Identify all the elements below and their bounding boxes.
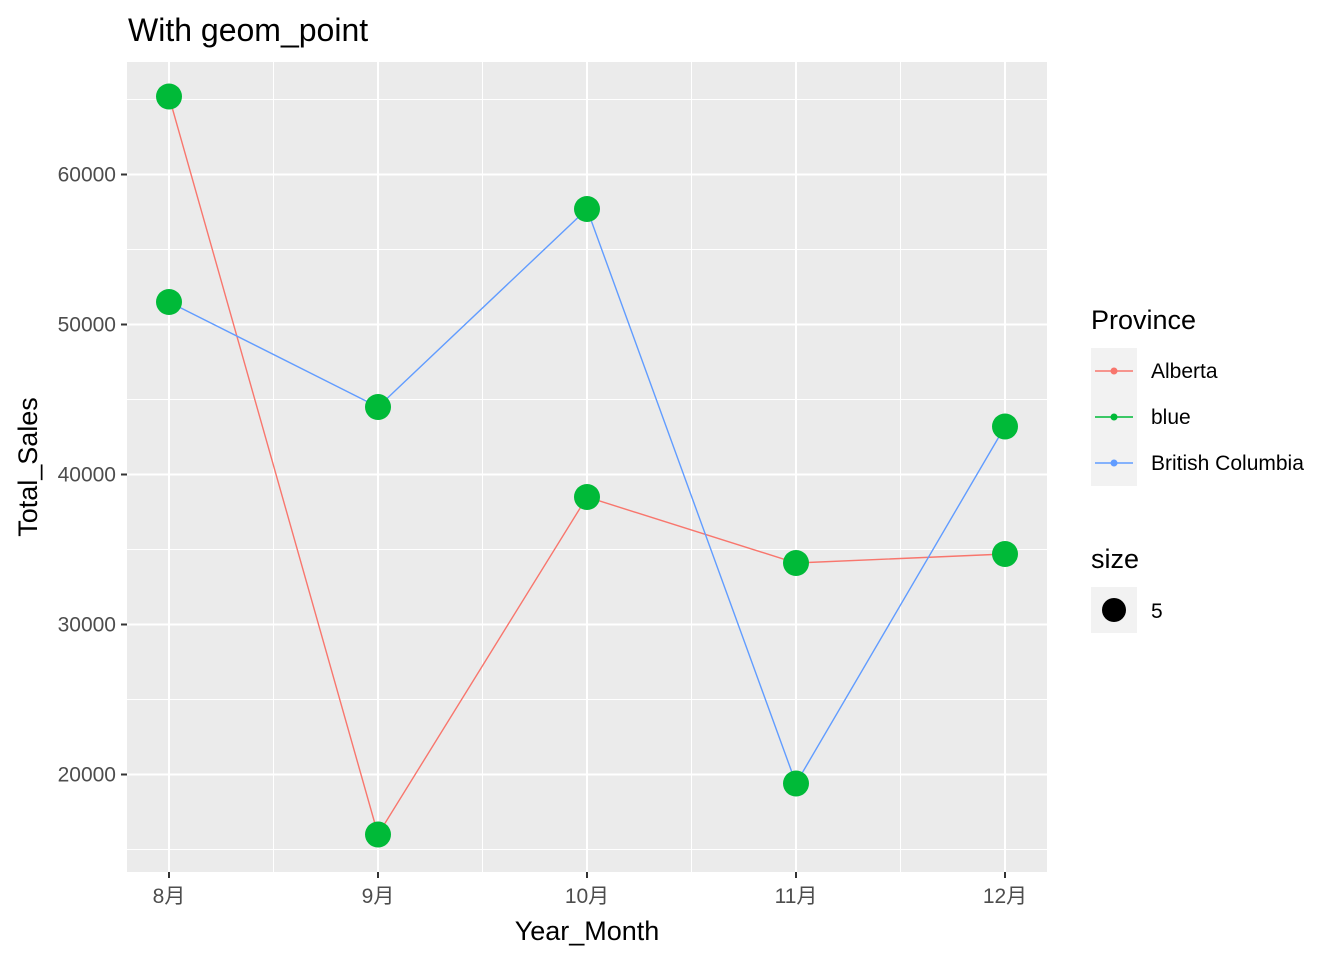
data-point — [574, 484, 600, 510]
data-point — [156, 83, 182, 110]
legend-size-title: size — [1091, 544, 1139, 574]
y-tick-label: 30000 — [58, 614, 116, 637]
legend-key-point — [1110, 413, 1118, 421]
legend-size-key — [1102, 598, 1126, 622]
data-point — [365, 394, 391, 420]
legend-size: size 5 — [1091, 544, 1163, 633]
x-tick-label: 12月 — [983, 885, 1027, 908]
x-tick-label: 10月 — [565, 885, 609, 908]
x-tick-label: 8月 — [153, 885, 186, 908]
data-point — [365, 821, 391, 848]
data-point — [574, 196, 600, 222]
legend-key-point — [1110, 459, 1118, 467]
y-tick-label: 20000 — [58, 764, 116, 787]
x-tick-label: 11月 — [775, 885, 818, 908]
legend-province: Province Alberta blue British Columbia — [1091, 305, 1304, 486]
x-axis: 8月 9月 10月 11月 12月 — [153, 872, 1027, 908]
legend-label-british-columbia: British Columbia — [1151, 452, 1304, 475]
data-point — [783, 770, 809, 797]
y-tick-label: 50000 — [58, 314, 116, 337]
legend-label-size: 5 — [1151, 600, 1163, 623]
x-axis-title: Year_Month — [515, 916, 660, 946]
y-tick-label: 40000 — [58, 464, 116, 487]
points — [156, 83, 1018, 848]
legend-label-blue: blue — [1151, 406, 1191, 429]
y-tick-label: 60000 — [58, 164, 116, 187]
y-axis: 20000 30000 40000 50000 60000 — [58, 164, 127, 787]
x-tick-label: 9月 — [362, 885, 395, 908]
data-point — [992, 413, 1018, 440]
data-point — [783, 550, 809, 576]
chart-title: With geom_point — [128, 12, 368, 48]
data-point — [992, 541, 1018, 567]
legend-key-point — [1110, 367, 1118, 375]
legend-province-title: Province — [1091, 305, 1196, 335]
y-axis-title: Total_Sales — [13, 397, 43, 537]
legend-label-alberta: Alberta — [1151, 360, 1218, 383]
data-point — [156, 289, 182, 315]
